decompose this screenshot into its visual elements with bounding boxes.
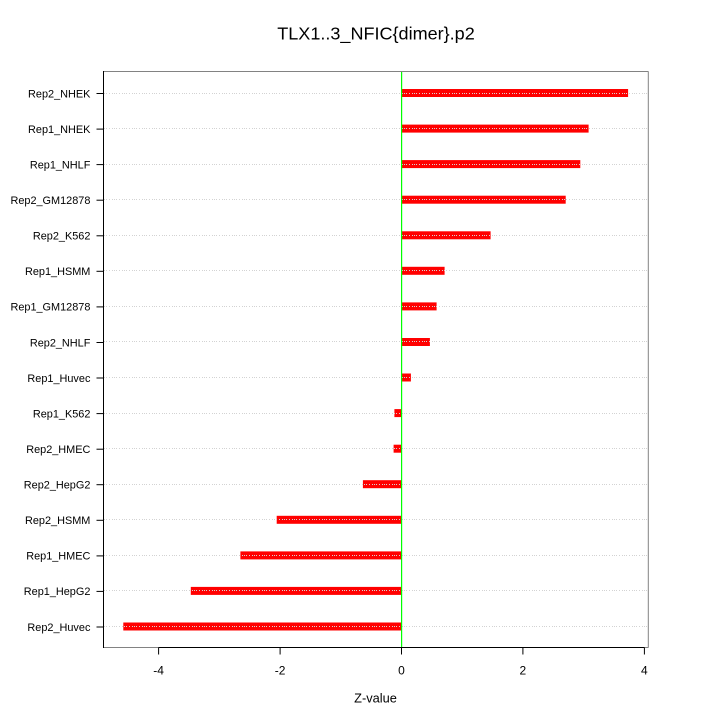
- svg-text:Rep2_Huvec: Rep2_Huvec: [27, 622, 91, 634]
- svg-text:Rep2_HMEC: Rep2_HMEC: [26, 444, 90, 456]
- svg-text:Rep2_K562: Rep2_K562: [33, 231, 91, 243]
- svg-text:Z-value: Z-value: [354, 691, 397, 706]
- svg-text:Rep2_HepG2: Rep2_HepG2: [24, 480, 91, 492]
- svg-text:Rep2_NHLF: Rep2_NHLF: [30, 337, 91, 349]
- svg-text:-4: -4: [153, 664, 164, 678]
- svg-text:Rep1_HMEC: Rep1_HMEC: [26, 551, 90, 563]
- svg-text:-2: -2: [275, 664, 286, 678]
- svg-text:Rep1_K562: Rep1_K562: [33, 408, 91, 420]
- svg-text:Rep2_GM12878: Rep2_GM12878: [10, 195, 90, 207]
- svg-text:Rep1_NHEK: Rep1_NHEK: [28, 124, 91, 136]
- svg-text:2: 2: [520, 664, 527, 678]
- svg-text:4: 4: [641, 664, 648, 678]
- svg-text:Rep1_HSMM: Rep1_HSMM: [25, 266, 90, 278]
- svg-text:Rep2_HSMM: Rep2_HSMM: [25, 515, 90, 527]
- svg-text:Rep1_Huvec: Rep1_Huvec: [27, 373, 91, 385]
- svg-text:0: 0: [398, 664, 405, 678]
- svg-text:TLX1..3_NFIC{dimer}.p2: TLX1..3_NFIC{dimer}.p2: [277, 24, 475, 45]
- svg-text:Rep2_NHEK: Rep2_NHEK: [28, 88, 91, 100]
- svg-text:Rep1_GM12878: Rep1_GM12878: [10, 302, 90, 314]
- svg-text:Rep1_HepG2: Rep1_HepG2: [24, 586, 91, 598]
- svg-text:Rep1_NHLF: Rep1_NHLF: [30, 159, 91, 171]
